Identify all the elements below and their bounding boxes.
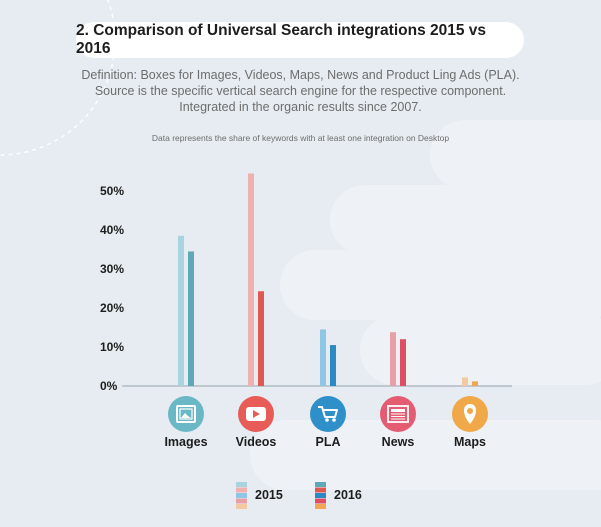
- category-label: Maps: [454, 435, 486, 449]
- definition-text: Definition: Boxes for Images, Videos, Ma…: [40, 67, 561, 115]
- image-icon-inner: [179, 408, 193, 420]
- category-label: News: [382, 435, 415, 449]
- data-note: Data represents the share of keywords wi…: [151, 133, 450, 143]
- legend-swatch: [236, 504, 247, 509]
- legend-swatch: [315, 482, 326, 487]
- legend-label: 2015: [255, 488, 283, 502]
- definition-line: Definition: Boxes for Images, Videos, Ma…: [81, 68, 520, 82]
- newspaper-icon-page: [387, 405, 409, 423]
- bar-2016-news: [400, 339, 406, 386]
- map-pin-icon-dot: [467, 408, 473, 414]
- category-label: Videos: [236, 435, 277, 449]
- y-tick-label: 10%: [100, 340, 124, 354]
- legend-swatch: [236, 493, 247, 498]
- bar-2016-videos: [258, 291, 264, 386]
- y-tick-label: 20%: [100, 301, 124, 315]
- legend-label: 2016: [334, 488, 362, 502]
- bar-2016-maps: [472, 381, 478, 386]
- bar-2015-pla: [320, 329, 326, 386]
- y-tick-label: 30%: [100, 262, 124, 276]
- play-icon-triangle: [253, 410, 260, 418]
- cart-icon-wheel: [332, 418, 336, 422]
- bar-2016-pla: [330, 345, 336, 386]
- bar-2015-videos: [248, 173, 254, 386]
- legend-swatch: [315, 504, 326, 509]
- cart-icon-body: [318, 406, 338, 418]
- bar-2016-images: [188, 251, 194, 386]
- y-tick-label: 0%: [100, 379, 118, 393]
- bar-2015-news: [390, 332, 396, 386]
- legend-swatch: [315, 493, 326, 498]
- bar-2015-maps: [462, 377, 468, 386]
- bar-2015-images: [178, 235, 184, 386]
- legend-swatch: [315, 498, 326, 504]
- legend-swatch: [236, 487, 247, 493]
- image-icon-frame: [176, 405, 196, 423]
- definition-line: Integrated in the organic results since …: [179, 100, 422, 114]
- y-tick-label: 40%: [100, 223, 124, 237]
- category-label: PLA: [316, 435, 341, 449]
- category-icon-circle: [310, 396, 346, 432]
- newspaper-icon-headline: [391, 409, 405, 412]
- category-label: Images: [164, 435, 207, 449]
- legend-swatch: [315, 487, 326, 493]
- definition-line: Source is the specific vertical search e…: [94, 84, 507, 98]
- page-title: 2. Comparison of Universal Search integr…: [76, 22, 524, 58]
- cart-icon-wheel: [325, 418, 329, 422]
- image-icon-mountain: [181, 413, 191, 418]
- y-tick-label: 50%: [100, 184, 124, 198]
- legend-swatch: [236, 482, 247, 487]
- legend-swatch: [236, 498, 247, 504]
